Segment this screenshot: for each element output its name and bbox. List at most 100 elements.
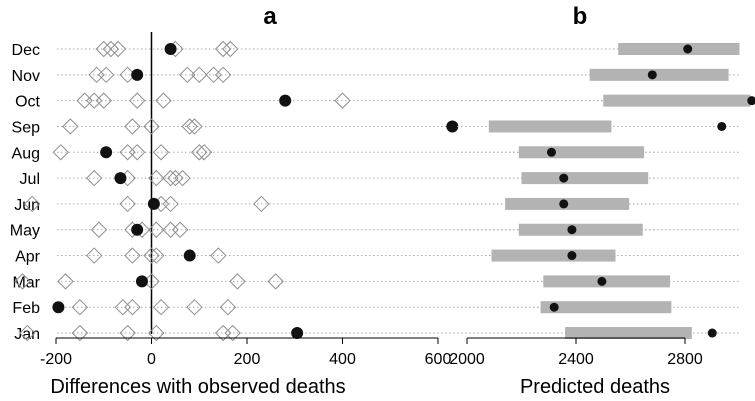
panel-a-diamond-point [124,118,141,135]
panel-b-observed-point [559,199,569,209]
panel-a-diamond-point [119,324,136,342]
panel-a-month-label: Nov [12,68,40,85]
panel-b-range-bar [491,249,616,262]
panel-b-observed-point [567,225,577,235]
panel-a-observed-point [131,223,144,236]
panel-a-observed-point [52,301,65,314]
panel-b-x-axis-title: Predicted deaths [520,376,670,398]
panel-a-diamond-point [162,169,179,187]
panel-a-diamond-point [85,169,103,187]
panel-a-observed-point [147,197,160,210]
panel-a-month-label: Aug [12,145,40,162]
panel-a-x-axis-title: Differences with observed deaths [50,376,345,398]
panel-a-x-tick-label: 0 [147,351,156,368]
panel-a-diamond-point [148,221,165,238]
panel-a-diamond-point [14,273,31,290]
panel-a-x-tick-label: 600 [425,351,452,368]
panel-b-observed-point [707,328,717,338]
panel-a-plot: Jan Feb Mar Apr May Jun Jul Aug Sep Oct Nov Dec -200… [10,32,655,368]
panel-a-diamond-point [102,40,120,58]
panel-b-range-bar [618,43,740,55]
panel-a-observed-point [291,327,304,340]
panel-a-diamond-point [90,221,108,238]
panel-b-range-bar [540,301,672,314]
panel-a-observed-point [279,94,292,107]
panel-a-diamond-point [148,324,165,342]
panel-a-diamond-point [191,144,208,161]
panel-a-diamond-point [71,324,89,342]
panel-a-title: a [263,3,277,30]
panel-b-range-bar [518,223,643,236]
panel-b-range-bar [603,94,751,107]
panel-a-diamond-point [143,247,160,264]
panel-a-diamond-point [162,195,179,213]
panel-a-diamond-point [186,298,203,316]
panel-a-month-label: Feb [12,300,40,317]
panel-a-diamond-point [195,144,213,161]
panel-a-month-label: Jun [14,197,40,214]
panel-b-x-tick-label: 2400 [558,351,594,368]
panel-a-diamond-point [253,195,270,213]
panel-a-diamond-point [186,118,203,135]
panel-a-observed-point [183,249,196,262]
panel-a-month-label: Mar [12,274,40,291]
panel-a-diamond-point [334,92,351,109]
panel-a-diamond-point [219,298,237,316]
panel-b-range-bar [589,68,729,81]
panel-b-title: b [573,3,588,30]
panel-b-x-tick-label: 2000 [449,351,485,368]
panel-b-range-bar [565,327,692,340]
panel-a-x-tick-label: -200 [40,351,72,368]
panel-b-observed-point [647,70,657,80]
panel-a-diamond-point [167,169,184,187]
panel-a-month-label: Apr [15,249,41,266]
panel-b-range-bar [521,172,649,185]
panel-a-diamond-point [95,92,112,109]
panel-a-diamond-point [124,298,141,316]
panel-b-observed-point [549,302,559,312]
panel-b-observed-point [559,173,569,183]
panel-a-diamond-point [181,118,198,135]
panel-a-diamond-point [143,118,160,135]
panel-a-diamond-point [191,66,208,84]
panel-a-observed-point [114,172,127,185]
panel-a-diamond-point [171,221,189,238]
panel-a-month-label: Oct [15,94,40,111]
panel-a-diamond-point [57,273,74,290]
panel-a-diamond-point [62,118,79,135]
panel-a-diamond-point [124,247,141,264]
panel-a-diamond-point [119,195,136,213]
panel-a-diamond-point [128,144,146,161]
panel-b-observed-point [717,121,727,131]
panel-a-diamond-point [148,169,165,187]
panel-a-x-tick-label: 200 [234,351,261,368]
panel-a-month-label: Jan [14,326,40,343]
panel-a-diamond-point [174,169,191,187]
panel-a-observed-point [135,275,148,288]
panel-b-range-bar [488,120,612,133]
panel-a-diamond-point [214,66,232,84]
panel-a-diamond-point [210,247,227,264]
panel-a-diamond-point [148,247,165,264]
panel-b-range-bar [543,275,671,288]
panel-a-diamond-point [222,40,239,58]
panel-b-observed-point [546,147,556,157]
panel-a-observed-point [164,43,177,55]
panel-b-x-tick-label: 2800 [667,351,703,368]
panel-a-month-label: Jul [20,171,40,188]
panel-b-observed-point [567,251,577,261]
panel-a-diamond-point [95,40,112,58]
panel-a-diamond-point [23,195,41,213]
panel-a-diamond-point [52,144,69,161]
panel-a-diamond-point [229,273,246,290]
panel-a-diamond-point [267,273,284,290]
panel-a-month-label: Dec [12,42,40,59]
panel-a-diamond-point [155,92,172,109]
panel-b-range-bar [518,146,645,159]
panel-a-diamond-point [152,144,170,161]
panel-a-diamond-point [214,40,232,58]
panel-a-diamond-point [109,40,127,58]
panel-a-diamond-point [152,298,170,316]
panel-a-diamond-point [128,92,146,109]
panel-a-diamond-point [85,247,103,264]
